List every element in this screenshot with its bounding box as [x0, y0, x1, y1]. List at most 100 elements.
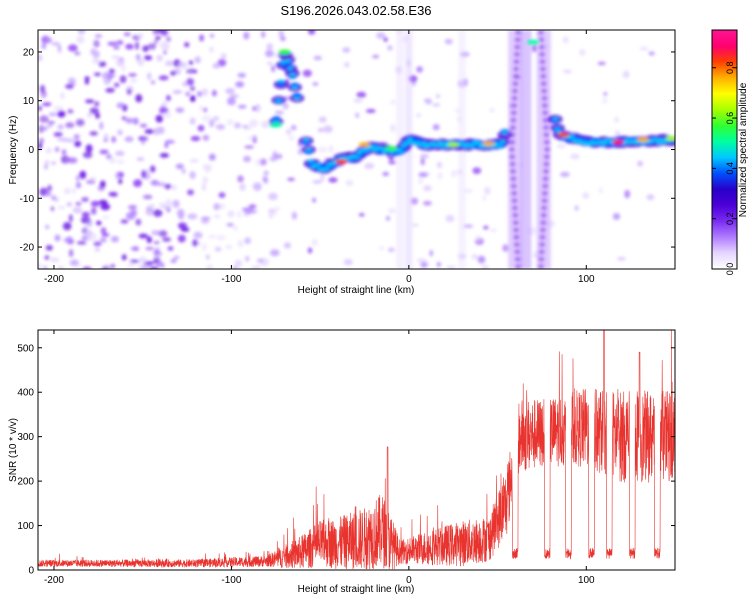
heatmap-speckle	[237, 210, 242, 219]
ridge-blob	[271, 116, 281, 122]
y-tick-label: -10	[20, 194, 35, 205]
heatmap-speckle	[119, 75, 127, 84]
heatmap-speckle	[171, 184, 177, 191]
heatmap-speckle	[390, 124, 396, 132]
heatmap-speckle	[159, 202, 165, 208]
heatmap-speckle	[560, 171, 570, 178]
streak-blob	[513, 51, 520, 57]
heatmap-speckle	[153, 241, 160, 245]
heatmap-speckle	[153, 39, 159, 45]
heatmap-speckle	[94, 101, 100, 107]
heatmap-speckle	[93, 241, 102, 247]
heatmap-speckle	[142, 45, 149, 52]
heatmap-speckle	[275, 153, 283, 159]
heatmap-speckle	[211, 89, 217, 97]
heatmap-speckle	[180, 223, 188, 228]
heatmap-speckle	[186, 78, 195, 86]
heatmap-speckle	[260, 158, 267, 166]
heatmap-speckle	[244, 237, 252, 245]
heatmap-frame	[37, 29, 676, 270]
heatmap-speckle	[202, 176, 208, 184]
snr-panel: -200 -100 0 100 0 100 200 300 400 500 Height of …	[8, 329, 676, 595]
heatmap-speckle	[60, 92, 65, 100]
heatmap-speckle	[416, 258, 427, 263]
heatmap-speckle	[237, 72, 247, 78]
heatmap-speckle	[103, 133, 109, 140]
streak-blob	[539, 242, 546, 248]
heatmap-speckle	[38, 54, 43, 62]
heatmap-speckle	[175, 163, 184, 170]
heatmap-speckle	[75, 202, 82, 206]
snr-y-ticks: 0 100 200 300 400 500	[17, 343, 675, 577]
heatmap-speckle	[67, 157, 78, 164]
colorbar-tick-label: 0.8	[725, 61, 735, 74]
heatmap-speckle	[41, 43, 47, 50]
x-tick-label: 0	[406, 274, 412, 285]
heatmap-speckle	[146, 236, 152, 244]
ridge-blob	[278, 79, 284, 83]
heatmap-speckle	[65, 84, 74, 89]
heatmap-speckle	[65, 122, 75, 129]
heatmap-speckle	[445, 214, 455, 223]
heatmap-speckle	[130, 209, 138, 217]
heatmap-speckle	[214, 214, 221, 219]
heatmap-speckle	[113, 82, 120, 88]
heatmap-speckle	[201, 243, 208, 251]
heatmap-speckle	[77, 30, 86, 35]
heatmap-speckle	[39, 115, 49, 123]
ridge-blob	[405, 140, 411, 145]
heatmap-speckle	[249, 119, 259, 128]
heatmap-speckle	[272, 152, 278, 159]
ridge-blob	[568, 134, 575, 139]
heatmap-speckle	[429, 249, 434, 257]
colorbar-label: Normalized spectral amplitude	[738, 82, 749, 217]
heatmap-speckle	[218, 192, 226, 199]
heatmap-speckle	[99, 149, 109, 155]
heatmap-speckle	[86, 179, 96, 184]
heatmap-speckle	[162, 237, 172, 242]
heatmap-speckle	[74, 51, 81, 56]
heatmap-speckle	[212, 115, 220, 122]
heatmap-speckle	[96, 220, 102, 226]
heatmap-speckle	[165, 199, 172, 208]
heatmap-speckle	[76, 264, 81, 269]
streak-blob	[511, 95, 518, 101]
heatmap-speckle	[54, 234, 61, 242]
heatmap-speckle	[271, 64, 276, 73]
streak-blob	[512, 212, 519, 218]
heatmap-speckle	[103, 77, 111, 85]
heatmap-speckle	[53, 105, 64, 112]
heatmap-speckle	[172, 199, 180, 208]
heatmap-speckle	[235, 259, 243, 268]
heatmap-speckle	[307, 247, 313, 254]
streak-blob	[543, 154, 550, 160]
streak-blob	[542, 183, 549, 189]
heatmap-speckle	[227, 97, 236, 106]
ridge-hotspot	[269, 122, 282, 128]
heatmap-speckle	[75, 119, 85, 127]
heatmap-speckle	[187, 213, 198, 220]
heatmap-speckle	[135, 53, 141, 61]
heatmap-speckle	[237, 104, 247, 109]
heatmap-speckle	[267, 61, 273, 65]
heatmap-speckle	[62, 222, 72, 231]
heatmap-speckle	[49, 257, 60, 263]
heatmap-speckle	[160, 30, 169, 36]
y-tick-label: 200	[17, 477, 34, 488]
heatmap-speckle	[133, 179, 142, 188]
heatmap-speckle	[190, 135, 201, 142]
heatmap-speckle	[99, 121, 104, 130]
heatmap-x-ticks: -200 -100 0 100	[44, 30, 595, 285]
heatmap-speckle	[46, 191, 52, 197]
heatmap-speckle	[40, 90, 47, 98]
snr-frame	[37, 329, 676, 571]
heatmap-speckle	[54, 197, 60, 203]
heatmap-speckle	[57, 124, 64, 130]
ridge-blob	[469, 143, 476, 147]
heatmap-speckle	[471, 254, 479, 260]
heatmap-speckle	[71, 187, 76, 195]
streak-blob	[512, 205, 518, 211]
ridge-hotspot	[447, 142, 460, 148]
heatmap-speckle	[38, 138, 45, 144]
heatmap-speckle	[226, 119, 234, 126]
